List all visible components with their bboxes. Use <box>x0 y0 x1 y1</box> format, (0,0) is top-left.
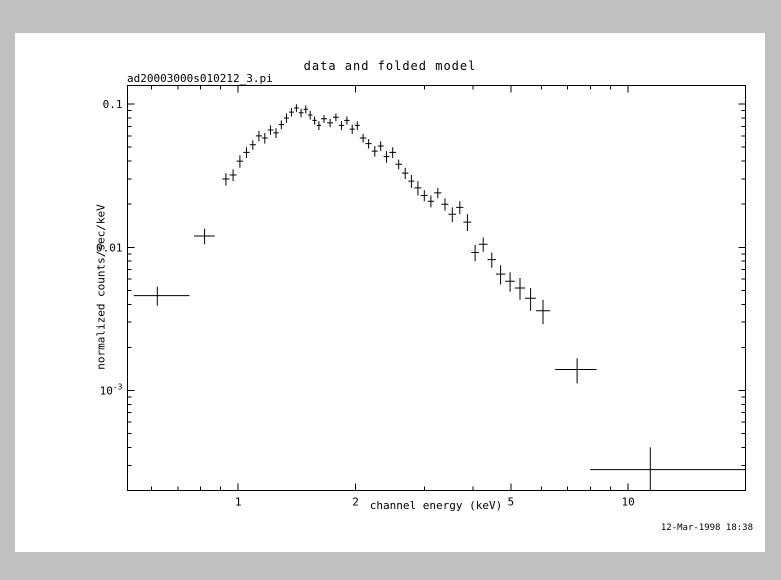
x-tick-label: 2 <box>352 496 359 509</box>
axis-ticks <box>127 85 746 491</box>
chart-title: data and folded model <box>303 59 477 73</box>
x-tick-label: 10 <box>621 496 634 509</box>
plot-frame <box>127 85 746 491</box>
spectrum-plot-canvas: 1 2 5 10 10-3 0.01 0.1 <box>96 85 746 509</box>
data-error-bars <box>133 104 746 491</box>
x-tick-label: 5 <box>507 496 514 509</box>
y-tick-label: 10-3 <box>100 382 123 397</box>
dataset-filename: ad20003000s010212_3.pi <box>127 72 273 85</box>
y-tick-label: 0.01 <box>96 241 123 254</box>
x-tick-label: 1 <box>235 496 242 509</box>
x-axis-label: channel energy (keV) <box>369 499 503 512</box>
plot-page: data and folded model ad20003000s010212_… <box>15 33 765 552</box>
timestamp: 12-Mar-1998 18:38 <box>660 523 753 533</box>
y-tick-label: 0.1 <box>103 98 123 111</box>
